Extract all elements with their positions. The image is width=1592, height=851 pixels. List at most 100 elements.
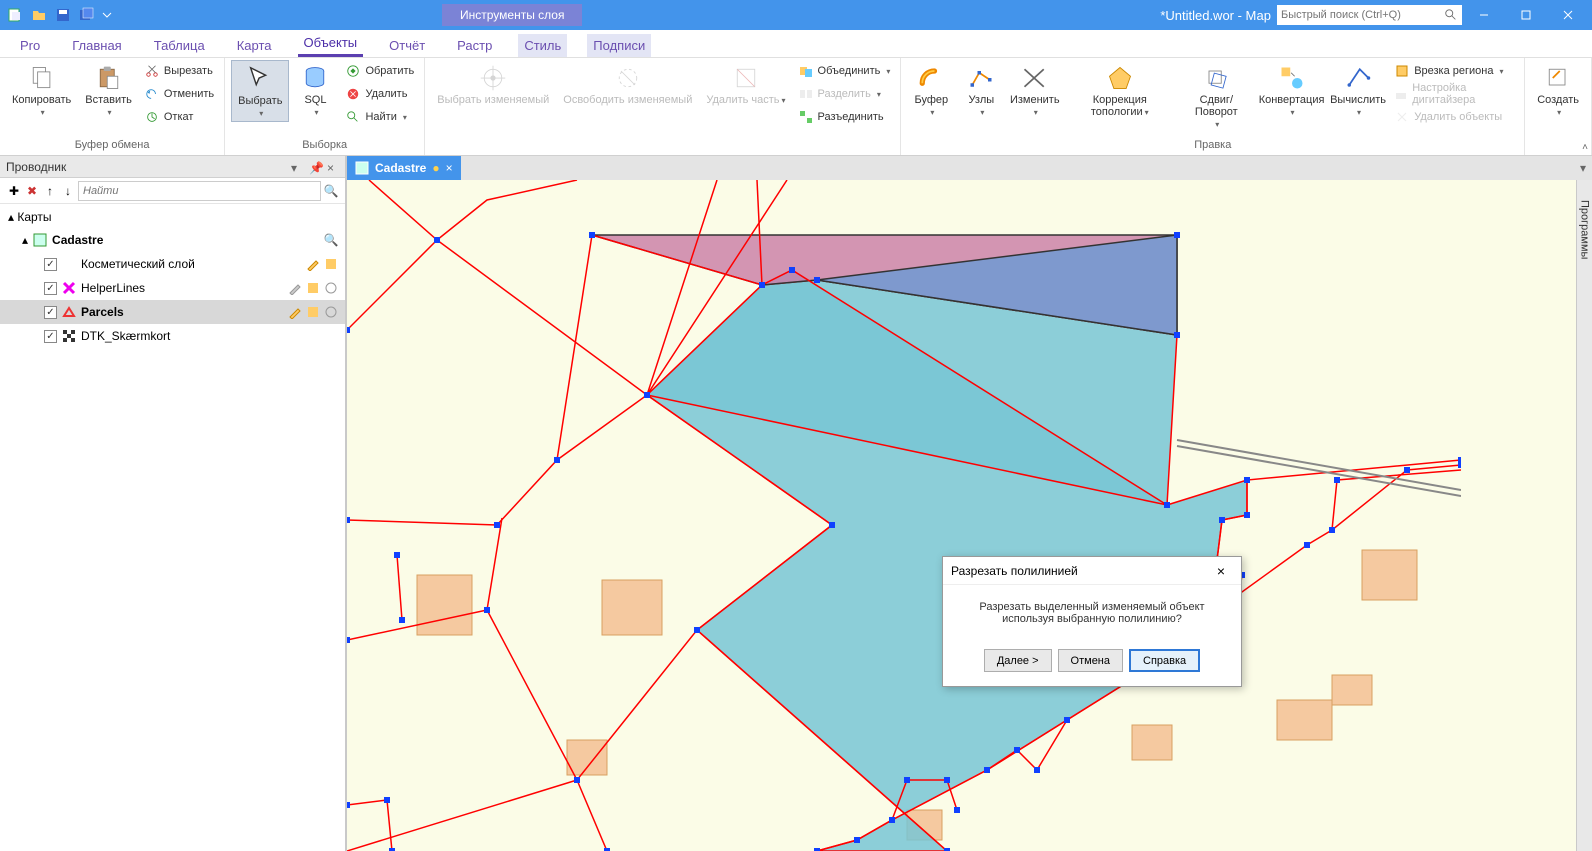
qat-customize-icon[interactable] [102,6,112,24]
reshape-button[interactable]: Изменить▾ [1007,60,1062,120]
quick-search[interactable] [1277,5,1462,25]
layer-visible-checkbox[interactable] [44,330,57,343]
quick-search-input[interactable] [1281,9,1444,21]
quick-access-toolbar [0,6,112,24]
ribbon-group-label: Выборка [231,139,418,153]
down-icon[interactable]: ↓ [60,183,76,199]
undo-button[interactable]: Отменить [140,83,218,105]
add-icon[interactable]: ✚ [6,183,22,199]
style-icon[interactable] [305,280,321,296]
tree-layer-cosmetic[interactable]: Косметический слой [0,252,345,276]
dirty-indicator-icon: ● [432,161,439,175]
label-icon[interactable] [323,280,339,296]
nodes-button[interactable]: Узлы▾ [957,60,1005,120]
tab-home[interactable]: Главная [66,34,127,57]
map-icon [32,232,48,248]
split-button: Разделить▾ [794,83,895,105]
ribbon-group-label [1531,139,1585,153]
document-tabbar: Cadastre ● × ▾ [347,156,1592,180]
tab-raster[interactable]: Растр [451,34,498,57]
buffer-button[interactable]: Буфер▾ [907,60,955,120]
delete-selection-button[interactable]: Удалить [341,83,418,105]
tab-labels[interactable]: Подписи [587,34,651,57]
tab-style[interactable]: Стиль [518,34,567,57]
layer-visible-checkbox[interactable] [44,258,57,271]
tab-report[interactable]: Отчёт [383,34,431,57]
tab-pro[interactable]: Pro [14,34,46,57]
sql-button[interactable]: SQL▾ [291,60,339,120]
move-rotate-button[interactable]: Сдвиг/Поворот▾ [1177,60,1255,132]
find-button[interactable]: Найти▾ [341,106,418,128]
create-button[interactable]: Создать▾ [1531,60,1585,120]
ribbon: Копировать▾ Вставить▾ Вырезать Отменить … [0,58,1592,156]
clip-region-button[interactable]: Врезка региона▾ [1390,60,1518,82]
layer-icon [61,280,77,296]
document-tab-cadastre[interactable]: Cadastre ● × [347,156,461,180]
tree-layer-parcels[interactable]: Parcels [0,300,345,324]
tree-map-cadastre[interactable]: ▴ Cadastre 🔍 [0,228,345,252]
workspace: Проводник ▾ 📌 × ✚ ✖ ↑ ↓ 🔍 ▴ Карты ▴ Cada… [0,156,1592,851]
qat-new-icon[interactable] [6,6,24,24]
cut-button[interactable]: Вырезать [140,60,218,82]
search-icon[interactable]: 🔍 [323,183,339,199]
side-panel-programs[interactable]: Программы [1576,180,1592,851]
rollback-button[interactable]: Откат [140,106,218,128]
style-icon[interactable] [323,256,339,272]
merge-button[interactable]: Объединить▾ [794,60,895,82]
tree-layer-dtk[interactable]: DTK_Skærmkort [0,324,345,348]
document-tab-close-icon[interactable]: × [446,161,453,175]
layer-icon [61,256,77,272]
release-editable-button: Освободить изменяемый [557,60,698,108]
ribbon-group-edit-target: Выбрать изменяемый Освободить изменяемый… [425,58,901,155]
tab-map[interactable]: Карта [231,34,278,57]
dialog-close-button[interactable]: × [1209,559,1233,583]
dialog-cancel-button[interactable]: Отмена [1058,649,1123,672]
convert-button[interactable]: Конвертация▾ [1257,60,1326,120]
layer-icon [61,328,77,344]
titlebar: Инструменты слоя *Untitled.wor - Мар [0,0,1592,30]
close-button[interactable] [1548,0,1588,30]
zoom-extents-icon[interactable]: 🔍 [323,232,339,248]
qat-saveall-icon[interactable] [78,6,96,24]
layer-visible-checkbox[interactable] [44,282,57,295]
topology-button[interactable]: Коррекция топологии▾ [1064,60,1175,120]
style-icon[interactable] [305,304,321,320]
tree-group-maps[interactable]: ▴ Карты [0,206,345,228]
qat-save-icon[interactable] [54,6,72,24]
dialog-help-button[interactable]: Справка [1129,649,1200,672]
copy-button[interactable]: Копировать▾ [6,60,77,120]
document-tab-dropdown-icon[interactable]: ▾ [1574,161,1592,175]
contextual-tab-header: Инструменты слоя [442,4,582,26]
paste-button[interactable]: Вставить▾ [79,60,138,120]
maximize-button[interactable] [1506,0,1546,30]
layer-visible-checkbox[interactable] [44,306,57,319]
ribbon-group-selection: Выбрать▾ SQL▾ Обратить Удалить Найти▾ Вы… [225,58,425,155]
invert-selection-button[interactable]: Обратить [341,60,418,82]
panel-close-icon[interactable]: × [327,161,339,173]
tree-layer-helperlines[interactable]: HelperLines [0,276,345,300]
explorer-search-input[interactable] [78,181,321,201]
edit-icon[interactable] [305,256,321,272]
tab-table[interactable]: Таблица [148,34,211,57]
document-title: *Untitled.wor - Мар [1160,8,1271,23]
map-canvas[interactable] [347,180,1576,851]
select-tool-button[interactable]: Выбрать▾ [231,60,289,122]
minimize-button[interactable] [1464,0,1504,30]
calculate-button[interactable]: Вычислить▾ [1328,60,1388,120]
panel-pin-icon[interactable]: 📌 [309,161,321,173]
panel-options-icon[interactable]: ▾ [291,161,303,173]
up-icon[interactable]: ↑ [42,183,58,199]
dialog-titlebar[interactable]: Разрезать полилинией × [943,557,1241,585]
ribbon-group-label: Буфер обмена [6,139,218,153]
disaggregate-button[interactable]: Разъединить [794,106,895,128]
edit-icon[interactable] [287,304,303,320]
tab-objects[interactable]: Объекты [298,31,364,57]
remove-icon[interactable]: ✖ [24,183,40,199]
dialog-next-button[interactable]: Далее > [984,649,1052,672]
layer-icon [61,304,77,320]
qat-open-icon[interactable] [30,6,48,24]
label-icon[interactable] [323,304,339,320]
edit-icon[interactable] [287,280,303,296]
ribbon-collapse-button[interactable]: ˄ [1582,142,1588,153]
explorer-title: Проводник [6,160,66,174]
